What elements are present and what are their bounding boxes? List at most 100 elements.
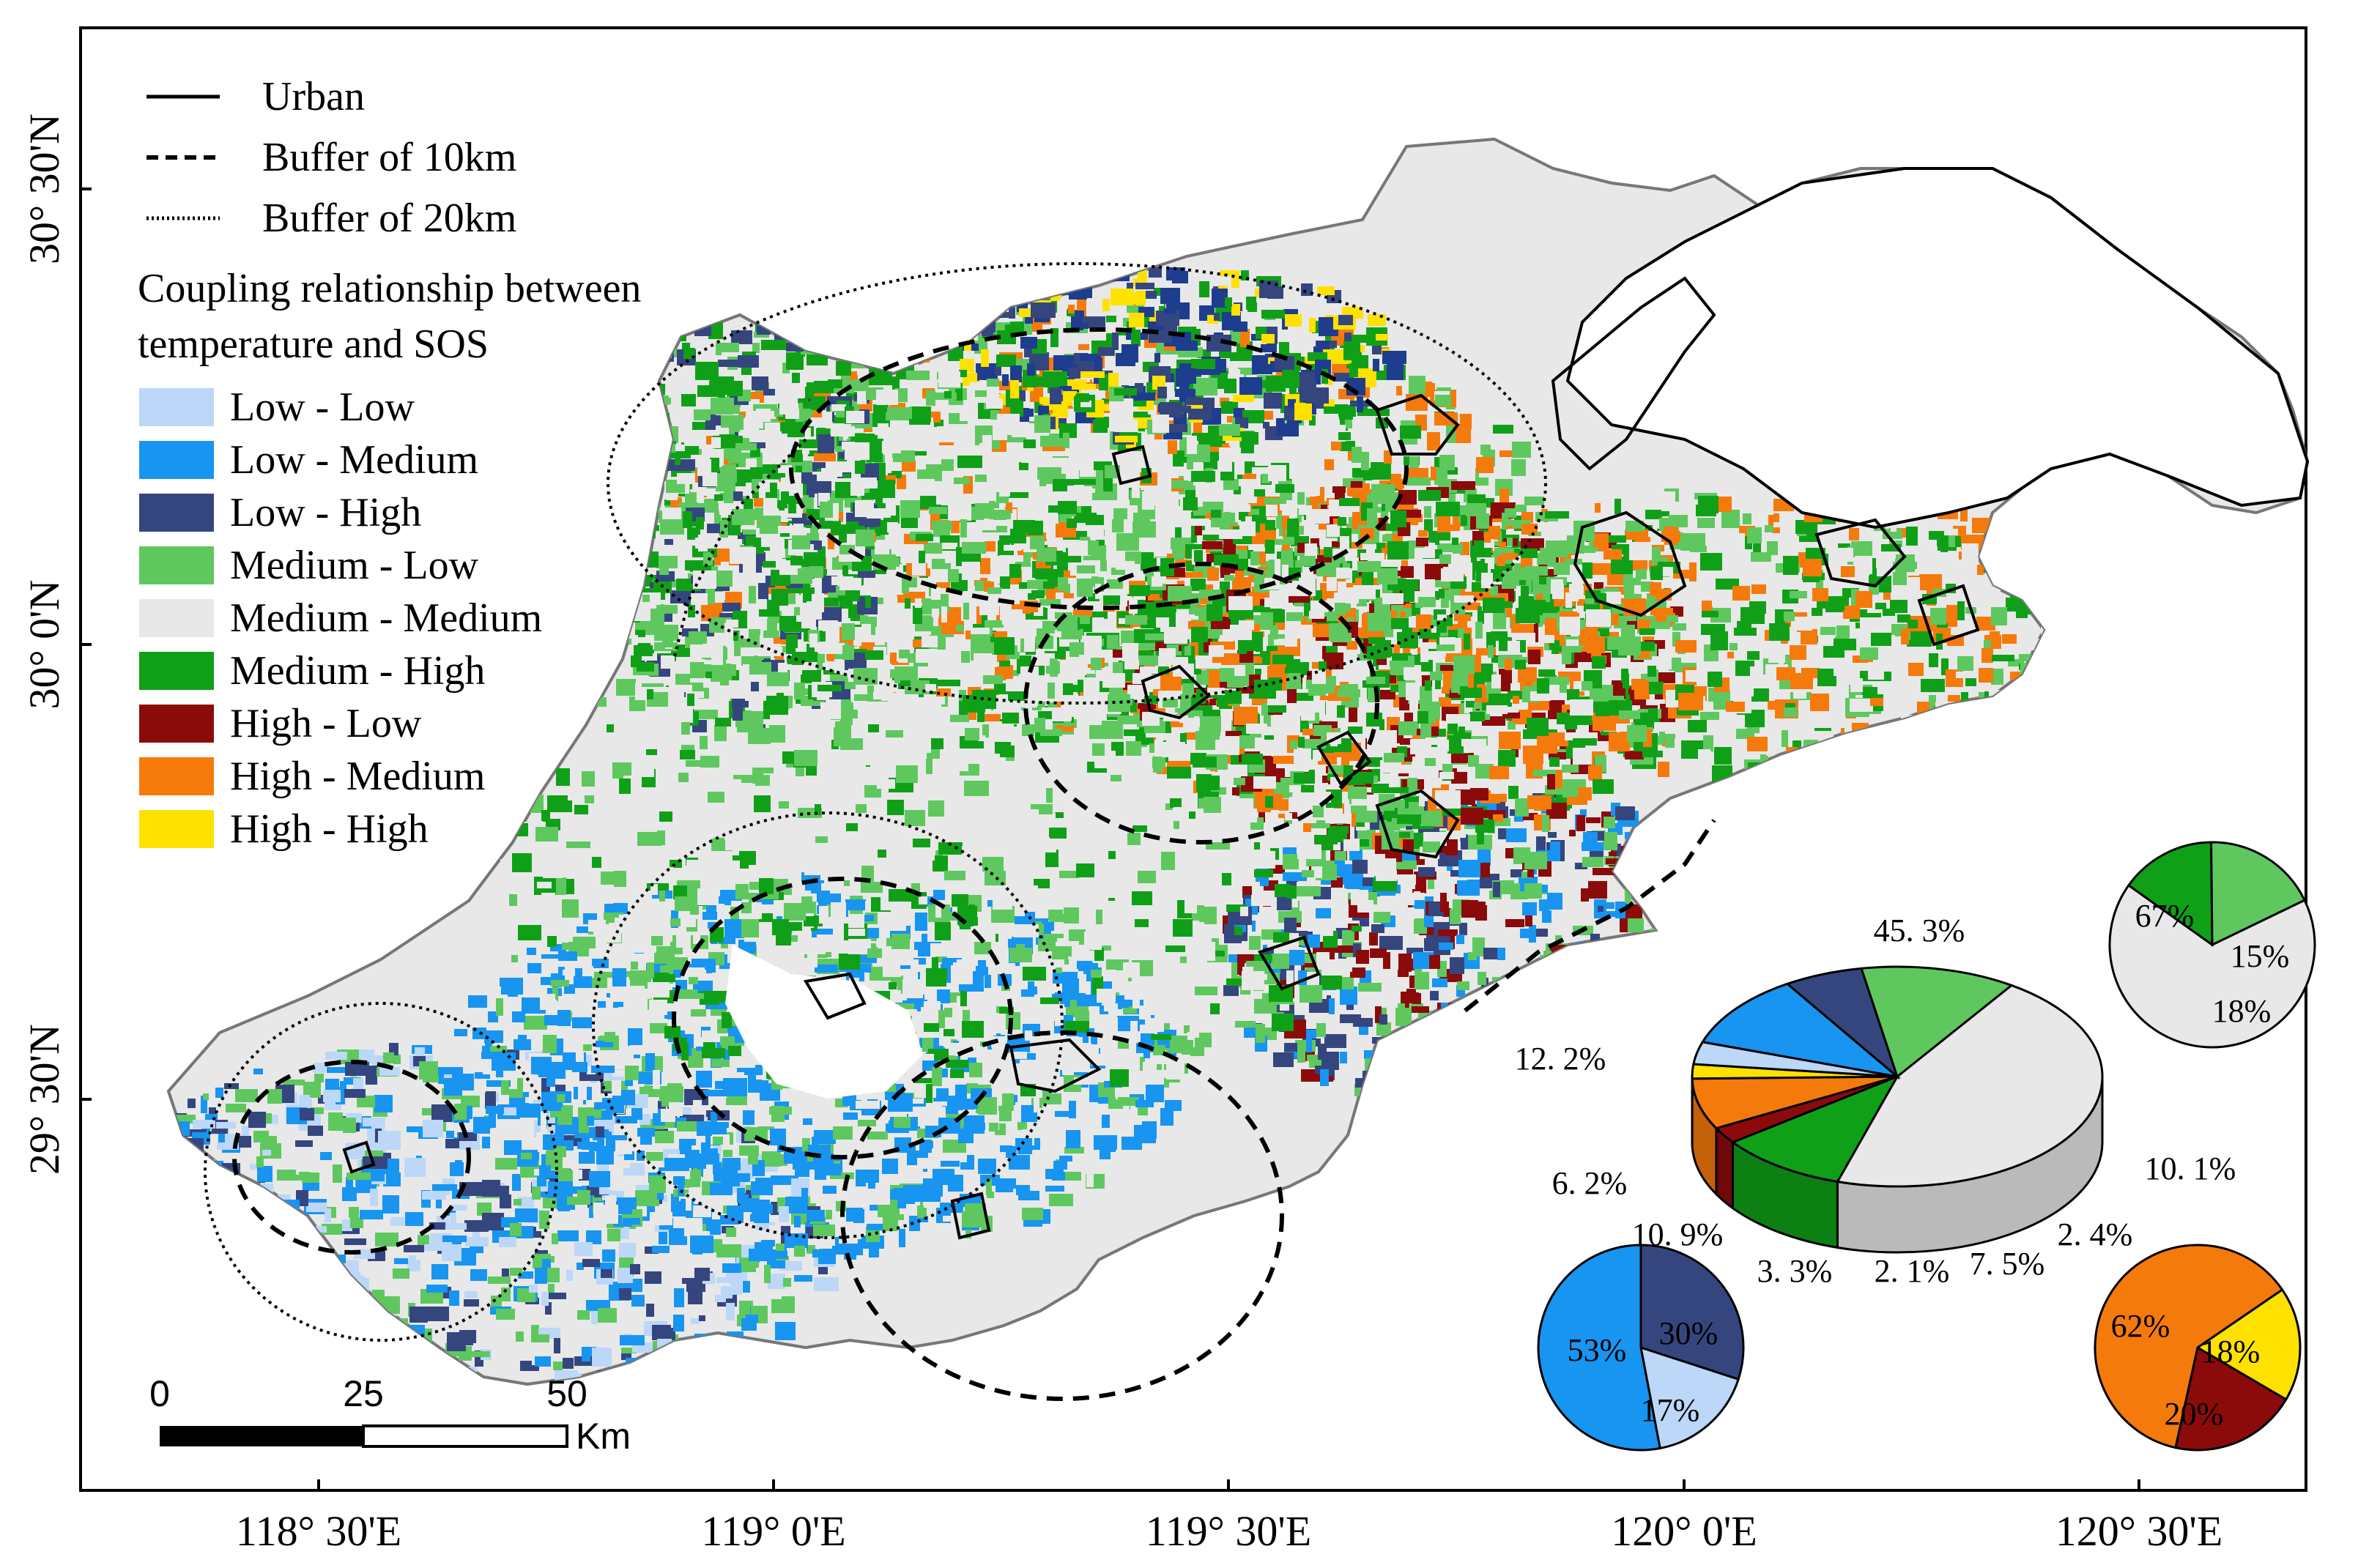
land-cover-pixel [521, 1153, 532, 1159]
land-cover-pixel [1641, 985, 1651, 998]
land-cover-pixel [1261, 310, 1285, 319]
land-cover-pixel [1422, 1087, 1445, 1102]
land-cover-pixel [860, 615, 868, 625]
land-cover-pixel [645, 1416, 659, 1422]
land-cover-pixel [1510, 891, 1528, 899]
land-cover-pixel [324, 1367, 340, 1381]
land-cover-pixel [1756, 893, 1777, 904]
land-cover-pixel [646, 1152, 667, 1161]
land-cover-pixel [1612, 944, 1636, 956]
land-cover-pixel [137, 1186, 151, 1200]
land-cover-pixel [1106, 316, 1116, 322]
land-cover-pixel [996, 1181, 1013, 1192]
land-cover-pixel [769, 1225, 779, 1231]
land-cover-pixel [594, 1102, 611, 1110]
land-cover-pixel [519, 1104, 541, 1118]
land-cover-pixel [1017, 1122, 1027, 1130]
land-cover-pixel [907, 1146, 916, 1164]
land-cover-pixel [600, 458, 607, 470]
land-cover-pixel [214, 1406, 239, 1422]
land-cover-pixel [110, 1211, 133, 1216]
land-cover-pixel [168, 1248, 178, 1264]
land-cover-pixel [475, 1072, 490, 1079]
land-cover-pixel [1749, 975, 1760, 985]
land-cover-pixel [1316, 1023, 1326, 1037]
land-cover-pixel [1593, 868, 1614, 875]
land-cover-pixel [229, 1228, 245, 1243]
land-cover-pixel [478, 1415, 500, 1425]
land-cover-pixel [1627, 863, 1646, 869]
land-cover-pixel [346, 1323, 364, 1331]
land-cover-pixel [292, 1175, 316, 1181]
land-cover-pixel [696, 517, 704, 530]
land-cover-pixel [604, 613, 623, 620]
land-cover-pixel [1168, 440, 1177, 454]
land-cover-pixel [426, 1285, 448, 1293]
land-cover-pixel [188, 1318, 209, 1331]
land-cover-pixel [616, 507, 633, 521]
land-cover-pixel [815, 965, 838, 973]
land-cover-pixel [607, 1229, 620, 1241]
land-cover-pixel [1108, 1135, 1116, 1152]
land-cover-pixel [574, 1242, 593, 1256]
land-cover-pixel [1453, 524, 1460, 530]
land-cover-pixel [659, 1121, 679, 1128]
land-cover-pixel [524, 1016, 547, 1030]
land-cover-pixel [282, 1280, 300, 1293]
land-cover-pixel [1620, 1022, 1641, 1037]
land-cover-pixel [682, 1179, 690, 1188]
land-cover-pixel [631, 503, 650, 519]
land-cover-pixel [349, 1207, 359, 1218]
land-cover-pixel [1677, 872, 1698, 880]
land-cover-pixel [1224, 512, 1231, 530]
land-cover-pixel [1034, 1095, 1039, 1112]
land-cover-pixel [1748, 966, 1760, 974]
land-cover-pixel [1263, 422, 1269, 428]
land-cover-pixel [1686, 894, 1692, 909]
land-cover-pixel [946, 324, 957, 332]
land-cover-pixel [1606, 1063, 1627, 1069]
land-cover-pixel [322, 1361, 346, 1372]
land-cover-pixel [314, 1251, 323, 1259]
land-cover-pixel [217, 1142, 239, 1150]
land-cover-pixel [731, 1279, 742, 1295]
land-cover-pixel [160, 1265, 166, 1278]
land-cover-pixel [185, 1377, 200, 1384]
land-cover-pixel [1672, 986, 1692, 993]
land-cover-pixel [542, 1293, 566, 1299]
land-cover-pixel [752, 376, 768, 390]
land-cover-pixel [1055, 1111, 1070, 1117]
land-cover-pixel [1376, 334, 1388, 341]
land-cover-pixel [1164, 308, 1176, 314]
land-cover-pixel [500, 962, 521, 973]
land-cover-pixel [489, 986, 501, 997]
land-cover-pixel [442, 1236, 467, 1242]
land-cover-pixel [995, 367, 1001, 376]
land-cover-pixel [429, 1222, 445, 1230]
land-cover-pixel [571, 1124, 579, 1130]
land-cover-pixel [323, 1090, 341, 1102]
land-cover-pixel [1439, 1087, 1458, 1096]
land-cover-pixel [713, 1137, 723, 1145]
land-cover-pixel [122, 1225, 143, 1237]
land-cover-pixel [256, 1228, 269, 1243]
land-cover-pixel [654, 1367, 661, 1373]
land-cover-pixel [97, 1233, 106, 1250]
land-cover-pixel [127, 1225, 148, 1240]
land-cover-pixel [1493, 1015, 1505, 1028]
land-cover-pixel [727, 1331, 744, 1340]
land-cover-pixel [771, 1175, 795, 1185]
land-cover-pixel [1734, 935, 1751, 949]
land-cover-pixel [547, 1268, 560, 1282]
land-cover-pixel [1638, 1030, 1651, 1039]
land-cover-pixel [168, 1123, 172, 1135]
land-cover-pixel [1585, 978, 1593, 996]
land-cover-pixel [1019, 308, 1031, 317]
land-cover-pixel [1010, 380, 1019, 398]
land-cover-pixel [188, 1215, 195, 1226]
land-cover-pixel [1430, 991, 1439, 1000]
land-cover-pixel [99, 1193, 116, 1211]
land-cover-pixel [1428, 1047, 1447, 1059]
land-cover-pixel [1190, 579, 1206, 591]
land-cover-pixel [1480, 1094, 1487, 1110]
